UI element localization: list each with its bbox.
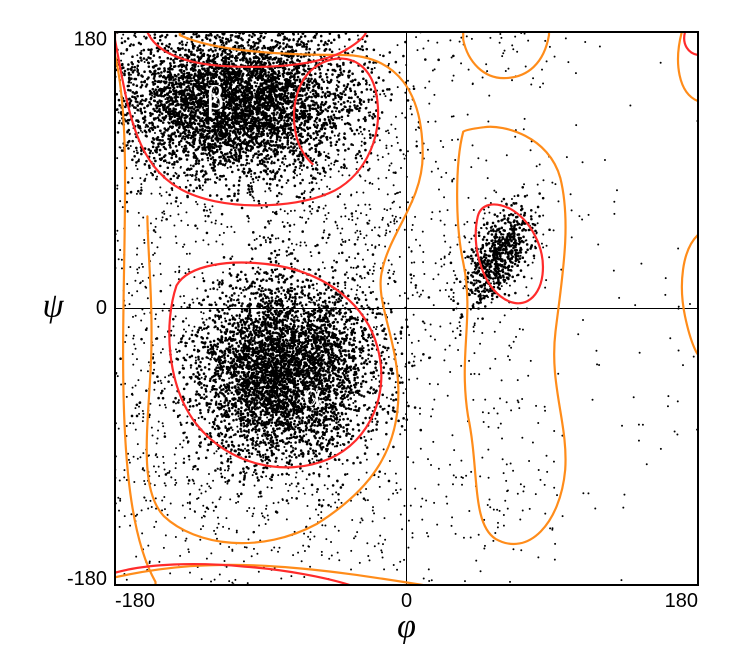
ramachandran-plot: βα-1800180-1800180φψ [0, 0, 750, 670]
plot-svg: βα-1800180-1800180φψ [0, 0, 750, 670]
y-tick: -180 [67, 568, 107, 590]
region-label: α [304, 376, 322, 413]
y-tick: 0 [96, 297, 107, 319]
y-axis-label: ψ [42, 287, 64, 324]
x-tick: -180 [115, 590, 155, 612]
x-tick: 180 [665, 590, 698, 612]
y-tick: 180 [74, 29, 107, 51]
region-label: β [207, 80, 224, 117]
x-axis-label: φ [397, 608, 416, 645]
